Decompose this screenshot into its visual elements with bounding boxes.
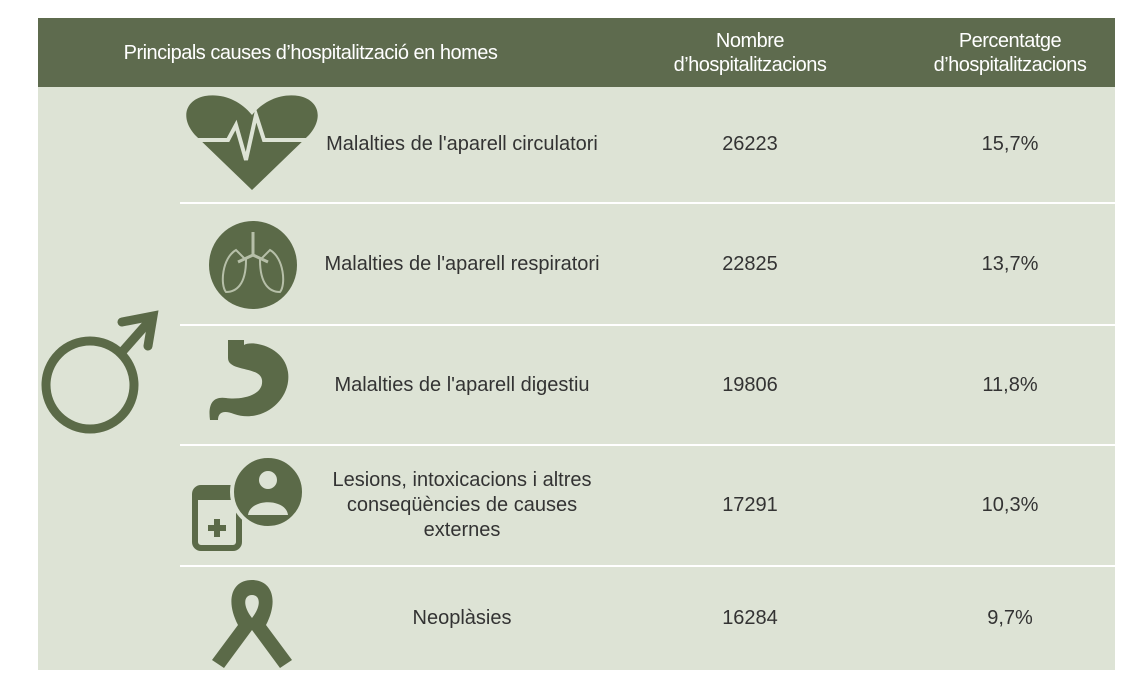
heart-icon [186,95,318,190]
header-cell: Percentatge d’hospitalitzacions [933,29,1087,76]
count: 16284 [722,607,778,629]
header-band [38,18,1115,87]
male-symbol [41,310,159,434]
percentage: 15,7% [981,133,1039,155]
header-cell: Principals causes d’hospitalització en h… [123,41,498,64]
percentage: 9,7% [987,607,1033,629]
cause: Malalties de l'aparell respiratori [324,252,600,275]
cause: Lesions, intoxicacions i altres conseqüè… [332,469,592,541]
row-separator [180,202,1115,204]
stomach-icon [209,340,289,420]
row-separator [180,324,1115,326]
cause: Malalties de l'aparell circulatori [326,133,598,155]
count: 17291 [722,494,778,516]
table-body [38,87,1115,670]
cause: Malalties de l'aparell digestiu [334,373,590,396]
ribbon-icon [212,580,292,668]
injury-icon [192,454,306,551]
header-cell: Nombre d’hospitalitzacions [673,29,827,76]
row-separator [180,444,1115,446]
percentage: 10,3% [981,494,1039,516]
count: 19806 [722,373,778,396]
cause: Neoplàsies [412,607,512,629]
percentage: 11,8% [982,373,1038,396]
count: 22825 [722,252,778,275]
percentage: 13,7% [981,252,1039,275]
count: 26223 [722,133,778,155]
row-separator [180,565,1115,567]
lungs-icon [209,221,297,309]
